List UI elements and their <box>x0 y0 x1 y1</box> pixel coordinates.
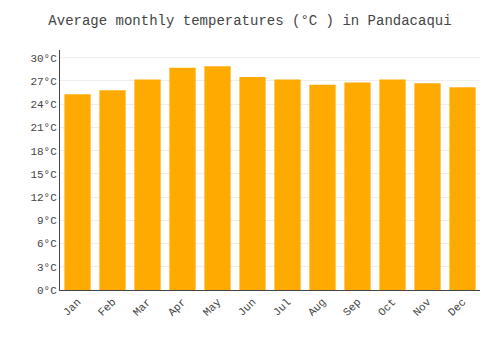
svg-text:Jun: Jun <box>236 296 258 318</box>
svg-text:18°C: 18°C <box>30 146 57 158</box>
svg-text:3°C: 3°C <box>37 262 57 274</box>
svg-text:Apr: Apr <box>166 296 188 318</box>
svg-text:Average monthly temperatures (: Average monthly temperatures (°C ) in Pa… <box>48 13 451 29</box>
svg-text:12°C: 12°C <box>30 192 57 204</box>
svg-text:Jul: Jul <box>271 296 293 318</box>
svg-text:May: May <box>201 296 224 319</box>
svg-text:24°C: 24°C <box>30 99 57 111</box>
svg-text:15°C: 15°C <box>30 169 57 181</box>
svg-text:30°C: 30°C <box>30 53 57 65</box>
svg-text:Jan: Jan <box>61 296 83 318</box>
svg-text:Feb: Feb <box>96 296 118 318</box>
svg-text:Dec: Dec <box>446 296 468 318</box>
svg-text:Mar: Mar <box>131 296 153 318</box>
svg-text:Aug: Aug <box>306 296 328 318</box>
svg-text:Oct: Oct <box>376 296 398 318</box>
svg-text:21°C: 21°C <box>30 122 57 134</box>
svg-text:Nov: Nov <box>411 296 434 319</box>
svg-text:Sep: Sep <box>341 296 363 318</box>
svg-text:0°C: 0°C <box>37 285 57 297</box>
svg-text:27°C: 27°C <box>30 76 57 88</box>
svg-text:6°C: 6°C <box>37 238 57 250</box>
svg-text:9°C: 9°C <box>37 215 57 227</box>
